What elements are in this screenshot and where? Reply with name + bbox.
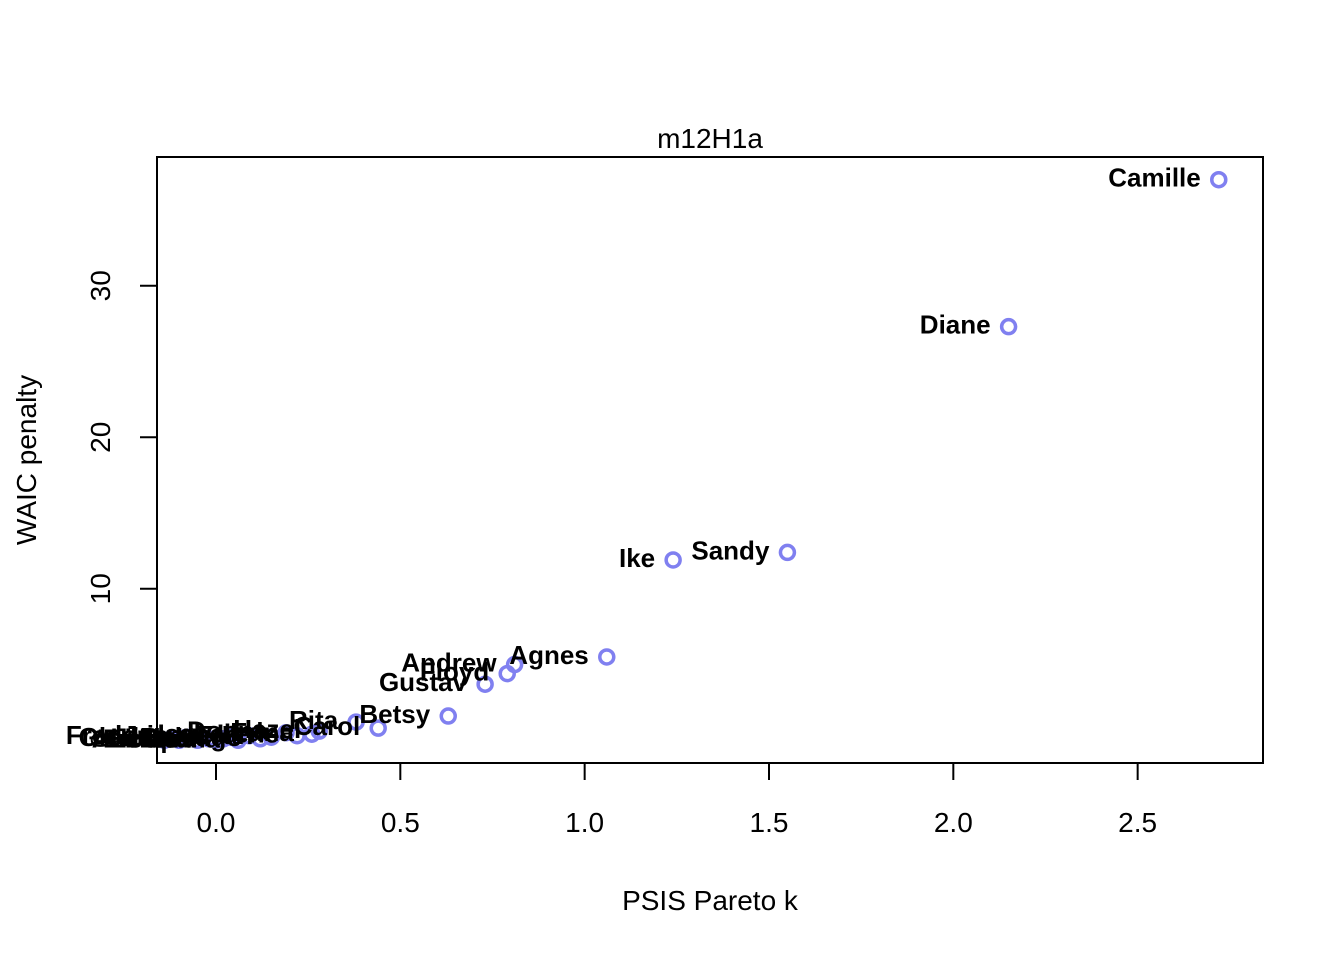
point-label: Frederic bbox=[66, 720, 169, 750]
point-label: Gustav bbox=[379, 667, 468, 697]
point-label: Hugo bbox=[176, 722, 242, 752]
point-label: Agnes bbox=[509, 640, 588, 670]
data-point bbox=[162, 730, 181, 748]
data-point bbox=[439, 707, 457, 725]
point-label: Hazel bbox=[233, 714, 301, 744]
point-label: Fran bbox=[197, 720, 253, 750]
data-point bbox=[476, 675, 494, 693]
y-tick-label: 20 bbox=[85, 422, 116, 453]
x-tick-label: 1.5 bbox=[750, 807, 789, 838]
data-point bbox=[155, 731, 174, 750]
data-point bbox=[664, 551, 682, 569]
point-label: Diane bbox=[920, 310, 991, 340]
point-label: Carol bbox=[294, 711, 360, 741]
data-point bbox=[999, 317, 1018, 336]
x-tick-label: 0.5 bbox=[381, 807, 420, 838]
data-point bbox=[1210, 170, 1228, 189]
y-tick-label: 30 bbox=[85, 270, 116, 301]
point-label: Ivan bbox=[153, 722, 205, 752]
point-label: Jeanne bbox=[123, 720, 213, 750]
points-layer bbox=[155, 170, 1228, 750]
chart-title: m12H1a bbox=[657, 123, 763, 154]
data-point bbox=[207, 731, 225, 750]
point-label: Katrina bbox=[131, 723, 221, 753]
y-axis: 0 10 20 30 bbox=[85, 270, 158, 748]
point-label: Betsy bbox=[359, 699, 430, 729]
data-point bbox=[288, 726, 306, 745]
y-axis-label: WAIC penalty bbox=[11, 375, 42, 545]
point-label: Isabel bbox=[157, 719, 231, 749]
x-axis: 0.0 0.5 1.0 1.5 2.0 2.5 bbox=[197, 762, 1157, 838]
data-point bbox=[778, 543, 797, 562]
data-point bbox=[598, 648, 616, 666]
plot-frame bbox=[156, 156, 1264, 764]
x-tick-label: 2.5 bbox=[1118, 807, 1157, 838]
data-point bbox=[262, 728, 281, 746]
point-label: Camille bbox=[1108, 163, 1201, 193]
point-label: Ike bbox=[619, 543, 655, 573]
x-tick-label: 0.0 bbox=[197, 807, 236, 838]
point-label: Eloise bbox=[103, 723, 180, 753]
x-tick-label: 1.0 bbox=[565, 807, 604, 838]
point-label: Sandy bbox=[691, 535, 770, 565]
point-label: Andrew bbox=[401, 648, 497, 678]
point-label: Lili bbox=[109, 723, 147, 753]
data-point bbox=[498, 664, 516, 683]
point-label: Opal bbox=[140, 723, 198, 753]
y-tick-label: 0 bbox=[85, 732, 116, 748]
point-label: Donna bbox=[187, 716, 268, 746]
data-point bbox=[251, 730, 269, 748]
data-point bbox=[369, 719, 387, 737]
point-label: Floyd bbox=[420, 657, 489, 687]
x-tick-label: 2.0 bbox=[934, 807, 973, 838]
data-point bbox=[188, 731, 207, 750]
point-label: Irene bbox=[217, 719, 279, 749]
labels-layer: Camille Diane Sandy Ike Agnes AndrewFloydGust… bbox=[66, 163, 1201, 754]
point-label: Alicia bbox=[92, 723, 162, 753]
y-tick-label: 10 bbox=[85, 573, 116, 604]
point-label: Rita bbox=[289, 705, 339, 735]
point-label: Gloria bbox=[79, 722, 155, 752]
point-label: Bob bbox=[140, 722, 191, 752]
data-point bbox=[199, 730, 218, 748]
point-label: Edna bbox=[230, 717, 294, 747]
x-axis-label: PSIS Pareto k bbox=[622, 885, 799, 916]
data-point bbox=[347, 713, 365, 731]
data-point bbox=[277, 723, 295, 742]
